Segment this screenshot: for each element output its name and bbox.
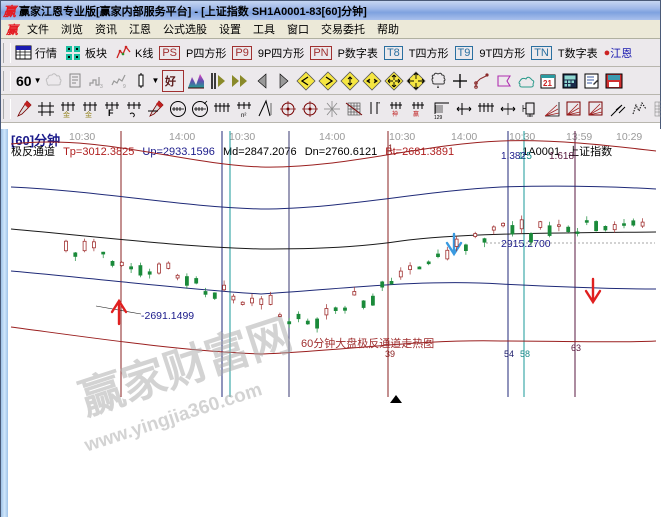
svg-text:": " xyxy=(378,102,381,109)
svg-text:n²: n² xyxy=(241,113,246,119)
svg-text:金: 金 xyxy=(85,110,92,119)
svg-text:3: 3 xyxy=(100,84,103,90)
svg-text:1: 1 xyxy=(388,143,393,153)
svg-text:2915.2700: 2915.2700 xyxy=(501,238,551,250)
svg-text:21: 21 xyxy=(543,79,552,88)
svg-text:-2691.1499: -2691.1499 xyxy=(141,310,194,322)
svg-text:39: 39 xyxy=(385,349,395,359)
svg-text:赢: 赢 xyxy=(413,110,419,118)
svg-text:54: 54 xyxy=(504,349,514,359)
svg-text:58: 58 xyxy=(520,349,530,359)
svg-text:129: 129 xyxy=(434,115,443,119)
svg-text:F: F xyxy=(108,108,114,118)
svg-text:神: 神 xyxy=(392,110,398,118)
svg-text:9: 9 xyxy=(123,84,126,90)
svg-text:1.618: 1.618 xyxy=(549,151,574,162)
svg-text:63: 63 xyxy=(571,343,581,353)
svg-text:1.5: 1.5 xyxy=(518,151,532,162)
svg-text:60分钟大盘极反通道走热图: 60分钟大盘极反通道走热图 xyxy=(301,336,434,350)
svg-text:金: 金 xyxy=(63,110,70,119)
svg-text:好: 好 xyxy=(164,74,176,88)
